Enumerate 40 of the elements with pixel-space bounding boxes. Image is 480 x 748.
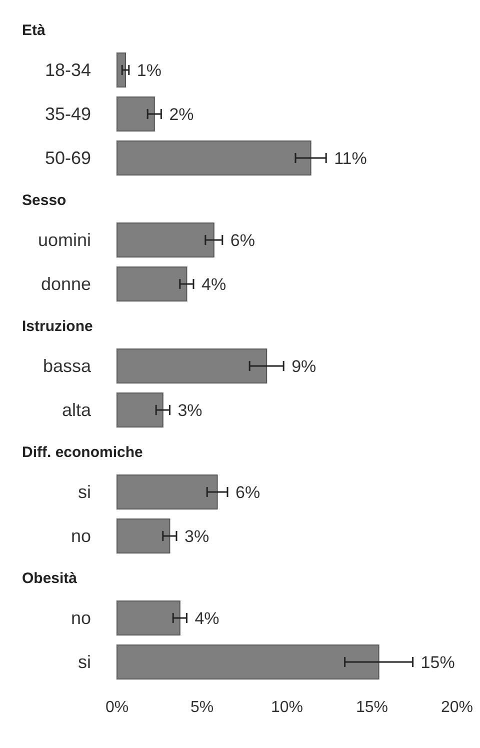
y-tick-label: no [70,526,91,546]
bar [116,392,164,428]
y-tick-label: alta [62,400,92,420]
y-tick-label: si [78,482,91,502]
bar [116,266,188,302]
data-label: 2% [169,105,194,124]
bar [116,348,268,384]
y-tick-label: uomini [38,230,91,250]
data-label: 15% [420,653,455,672]
data-label: 4% [202,275,226,294]
data-label: 6% [230,231,255,250]
x-tick-label: 20% [440,699,474,716]
bar [116,222,214,258]
data-label: 6% [236,483,260,502]
data-label: 3% [184,527,210,546]
y-tick-label: 18-34 [44,60,91,80]
text: Sesso [22,192,66,209]
data-label: 9% [292,357,316,376]
x-tick-label: 15% [356,699,388,716]
x-tick-label: 0% [105,699,129,716]
bar [116,474,218,510]
y-tick-label: 35-49 [44,104,91,124]
data-label: 3% [178,401,202,420]
y-tick-label: no [70,608,91,628]
data-label: 11% [334,149,367,168]
annotation: Diff. economiche [22,444,143,461]
text: Obesità [22,570,78,587]
y-tick-label: si [78,652,91,672]
x-tick-label: 5% [190,699,214,716]
y-tick-label: donne [40,274,91,294]
data-label: 1% [136,61,162,80]
text: Istruzione [22,318,93,335]
x-tick-label: 10% [270,699,304,716]
bar [116,644,380,680]
y-tick-label: bassa [42,356,92,376]
bar [116,96,155,132]
y-tick-label: 50-69 [44,148,91,168]
data-label: 4% [194,609,220,628]
bar [116,518,170,554]
text: Età [22,22,46,39]
